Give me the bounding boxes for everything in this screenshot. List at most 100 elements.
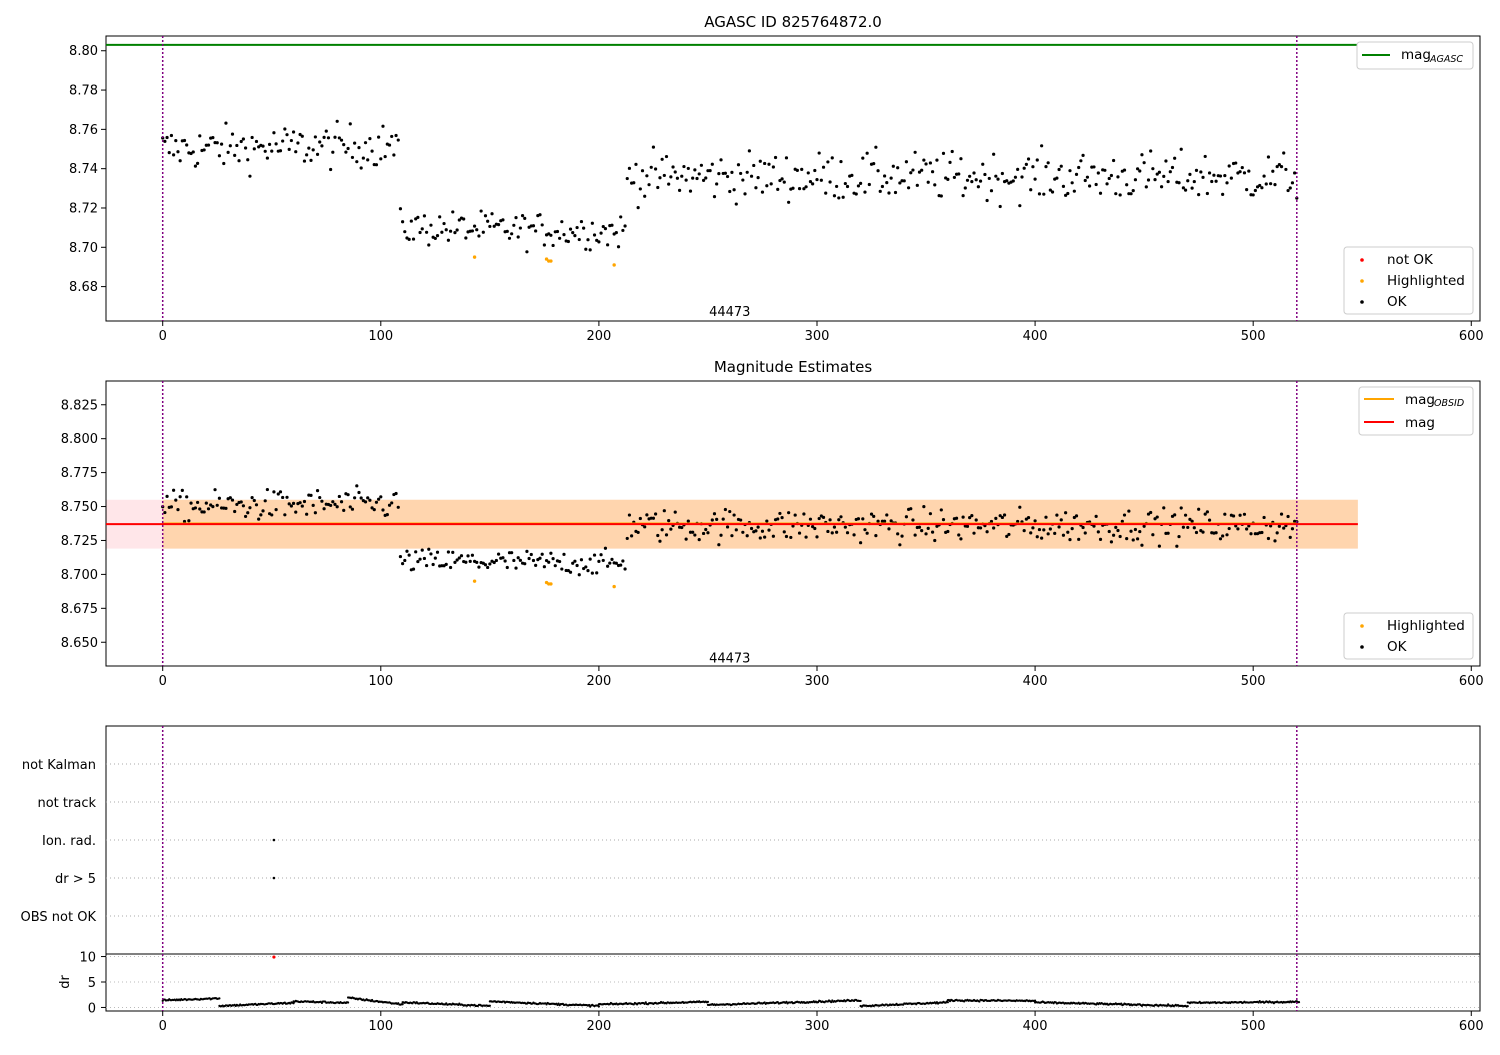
- ok-point: [394, 491, 398, 496]
- ok-point: [1127, 509, 1131, 513]
- x-tick-label: 0: [159, 329, 167, 344]
- ok-point: [182, 138, 187, 143]
- agasc-plot-area: 8.68 8.70 8.72 8.74 8.76 8.78 8.80 0 100 200 300 40…: [69, 35, 1484, 344]
- ok-point: [972, 531, 976, 535]
- ok-point: [688, 189, 693, 193]
- ok-point: [941, 518, 946, 522]
- ok-point: [374, 163, 379, 167]
- ok-point: [948, 160, 952, 164]
- ok-point: [917, 525, 922, 529]
- x-tick-label: 600: [1459, 674, 1484, 689]
- ok-point: [409, 219, 413, 223]
- ok-point: [1179, 506, 1183, 510]
- ok-point: [1083, 178, 1087, 183]
- ok-point: [1059, 164, 1063, 168]
- ok-point: [1035, 158, 1039, 162]
- ok-point: [368, 498, 372, 502]
- ok-point: [466, 554, 470, 558]
- ok-point: [243, 146, 248, 150]
- axes-frame: [105, 725, 1481, 1012]
- ok-point: [217, 496, 222, 500]
- ok-point: [588, 557, 592, 561]
- ok-point: [516, 556, 520, 560]
- ok-point: [1240, 165, 1244, 170]
- ok-point: [976, 185, 980, 189]
- ok-point: [348, 505, 352, 509]
- ok-point: [230, 132, 235, 136]
- ok-point: [1107, 176, 1111, 181]
- ok-point: [368, 137, 372, 141]
- ok-point: [994, 174, 998, 178]
- ok-point: [510, 551, 514, 555]
- ok-point: [965, 524, 970, 528]
- ok-point: [422, 556, 427, 561]
- ok-point: [265, 156, 269, 160]
- legend-label-ok: OK: [1387, 294, 1408, 310]
- ok-point: [736, 163, 741, 167]
- ok-point: [619, 563, 623, 567]
- ok-point: [174, 498, 178, 502]
- ok-point: [579, 219, 584, 224]
- ok-point: [235, 502, 239, 507]
- legend-agasc-lines: mag AGASC: [1356, 41, 1474, 70]
- ok-point: [510, 232, 514, 236]
- ok-point: [228, 496, 232, 500]
- ok-point: [1231, 514, 1236, 518]
- ok-point: [425, 563, 429, 568]
- ok-point: [610, 223, 614, 227]
- ok-point: [1083, 531, 1087, 535]
- ok-point: [520, 214, 525, 218]
- ok-point: [922, 504, 926, 509]
- ok-point: [261, 509, 265, 513]
- ok-point: [1079, 159, 1083, 163]
- ok-point: [643, 525, 647, 529]
- ok-point: [1094, 514, 1098, 518]
- agasc-magnitude-panel: AGASC ID 825764872.0 8.68 8.70 8.72 8.74 8.7…: [69, 13, 1484, 344]
- ok-point: [715, 517, 719, 521]
- ok-point: [1135, 167, 1140, 171]
- x-tick-label: 600: [1459, 1019, 1484, 1034]
- ok-point: [1040, 144, 1044, 148]
- ok-point: [477, 565, 481, 569]
- ok-point: [1279, 512, 1284, 516]
- ok-point: [584, 247, 588, 251]
- ok-point: [915, 183, 919, 187]
- ok-point: [586, 569, 590, 573]
- ok-point: [863, 190, 867, 194]
- ok-point: [715, 182, 719, 186]
- ok-point: [169, 505, 174, 509]
- ok-point: [920, 168, 924, 172]
- ok-point: [1205, 510, 1209, 514]
- ok-point: [274, 142, 278, 146]
- ok-point: [1042, 192, 1046, 196]
- ok-point: [1238, 170, 1242, 174]
- ok-point: [505, 565, 509, 570]
- dr-point: [978, 1000, 981, 1003]
- ok-point: [904, 515, 909, 519]
- ok-point: [555, 229, 560, 234]
- legend-line-subscript: OBSID: [1434, 398, 1464, 409]
- ok-point: [527, 556, 531, 561]
- flag-point: [272, 876, 276, 880]
- ok-point: [946, 529, 950, 534]
- ok-point: [767, 528, 771, 532]
- ok-point: [1290, 181, 1295, 185]
- ok-point: [625, 536, 629, 541]
- ok-point: [270, 513, 274, 517]
- ok-point: [366, 496, 370, 500]
- ok-point: [577, 237, 581, 242]
- ok-point: [318, 140, 322, 144]
- ok-point: [315, 152, 320, 156]
- ok-point: [305, 153, 309, 157]
- highlighted-point: [549, 259, 553, 263]
- ok-point: [285, 495, 289, 499]
- ok-point: [1044, 165, 1048, 169]
- ok-point: [270, 149, 274, 153]
- ok-point: [416, 559, 420, 564]
- ok-point: [1098, 537, 1103, 541]
- ok-point: [486, 565, 490, 570]
- ok-point: [800, 167, 804, 171]
- ok-point: [821, 515, 826, 519]
- ok-point: [390, 501, 394, 505]
